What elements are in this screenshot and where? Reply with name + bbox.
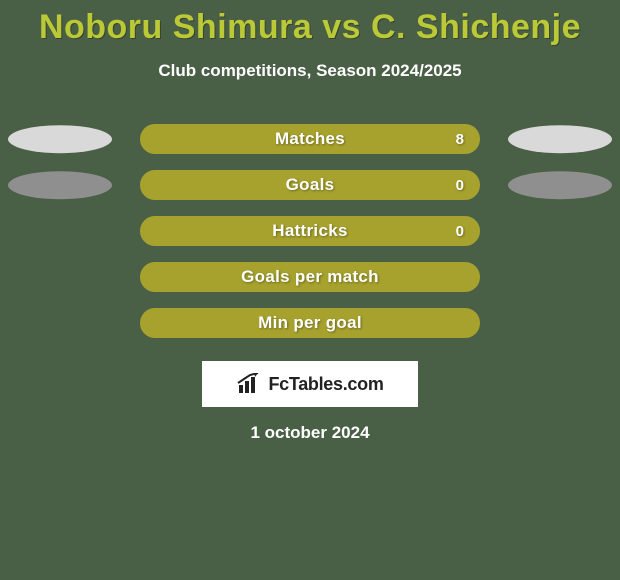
brand-box: FcTables.com [202,361,418,407]
stat-row-min-per-goal: Min per goal [0,303,620,349]
stat-bar: Goals 0 [140,170,480,200]
stat-label: Min per goal [258,313,362,333]
stat-bar: Goals per match [140,262,480,292]
left-marker [8,171,112,199]
stat-row-matches: Matches 8 [0,119,620,165]
subtitle: Club competitions, Season 2024/2025 [0,61,620,81]
stat-value: 0 [456,177,464,194]
stat-value: 8 [456,131,464,148]
stat-label: Goals [286,175,335,195]
comparison-infographic: Noboru Shimura vs C. Shichenje Club comp… [0,0,620,580]
stat-bar: Matches 8 [140,124,480,154]
date-line: 1 october 2024 [0,423,620,443]
stat-label: Goals per match [241,267,379,287]
stat-row-goals-per-match: Goals per match [0,257,620,303]
right-marker [508,125,612,153]
stat-bar: Hattricks 0 [140,216,480,246]
stat-label: Matches [275,129,345,149]
stats-area: Matches 8 Goals 0 Hattricks 0 Goals per … [0,119,620,349]
stat-bar: Min per goal [140,308,480,338]
page-title: Noboru Shimura vs C. Shichenje [0,0,620,47]
stat-label: Hattricks [272,221,347,241]
brand-chart-icon [236,373,264,395]
stat-value: 0 [456,223,464,240]
stat-row-hattricks: Hattricks 0 [0,211,620,257]
right-marker [508,171,612,199]
left-marker [8,125,112,153]
stat-row-goals: Goals 0 [0,165,620,211]
brand-label: FcTables.com [268,374,383,395]
